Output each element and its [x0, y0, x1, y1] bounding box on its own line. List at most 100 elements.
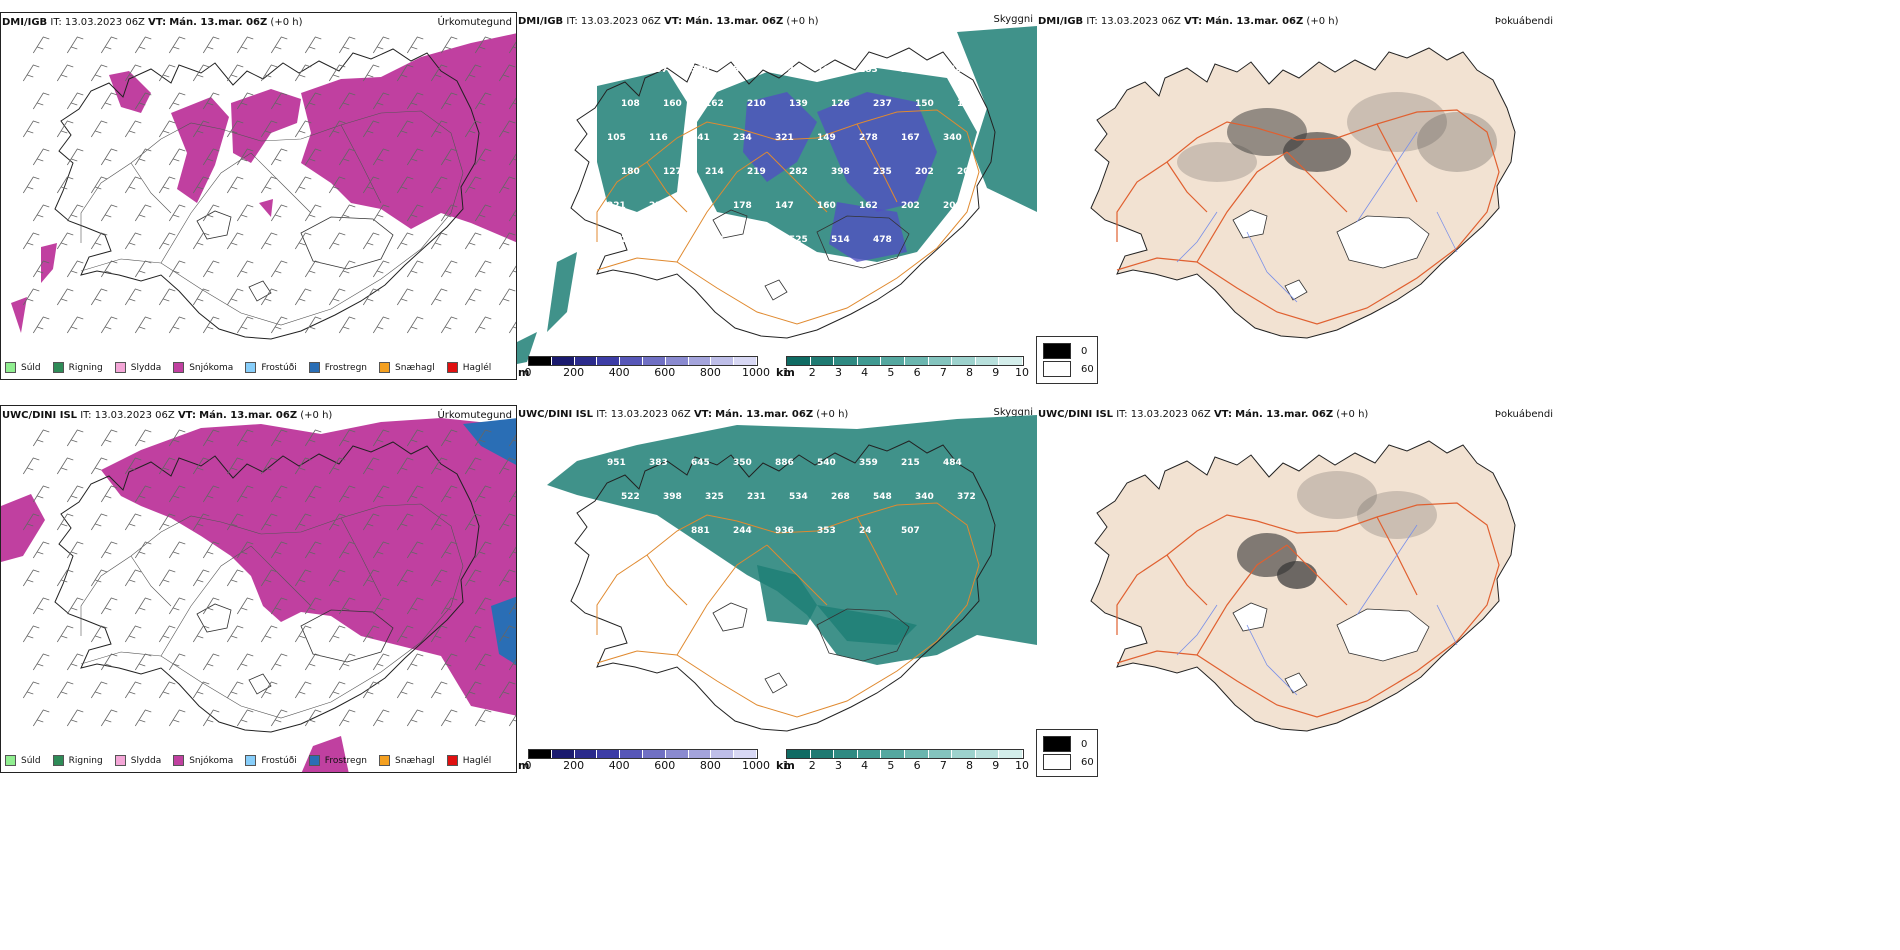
wind-barb — [328, 120, 346, 138]
wind-barb — [294, 569, 312, 587]
road — [766, 151, 828, 213]
coastline — [54, 48, 480, 340]
height-colorbar-row2: m 0 200 400 600 800 1000 — [518, 749, 770, 772]
fog-legend-swatch — [1043, 361, 1071, 377]
fog-index-spot — [1177, 142, 1257, 182]
colorbar-tick-label: 1000 — [742, 759, 770, 772]
wind-barb — [32, 204, 50, 222]
wind-barb — [294, 64, 312, 82]
glacier-outline — [1232, 209, 1268, 239]
coastline — [1090, 47, 1516, 339]
ceiling-value-label: 372 — [957, 492, 976, 502]
colorbar-swatch — [734, 357, 757, 365]
glacier-outline — [1336, 215, 1430, 269]
wind-barb — [294, 176, 312, 194]
road — [160, 545, 252, 657]
legend-swatch — [173, 362, 185, 373]
river — [1436, 211, 1458, 253]
wind-barb — [202, 709, 220, 727]
wind-barb — [22, 513, 40, 531]
glacier-outline — [764, 672, 788, 694]
wind-barb — [202, 260, 220, 278]
freezing-rain-area — [463, 418, 516, 465]
wind-barb — [134, 316, 152, 334]
colorbar-unit: km — [776, 759, 795, 772]
legend-item: Snæhagl — [379, 362, 435, 373]
wind-barb — [56, 625, 74, 643]
wind-barb — [260, 513, 278, 531]
fog-index-spot — [1417, 112, 1497, 172]
ceiling-value-label: 129 — [663, 235, 682, 245]
wind-barb — [372, 653, 390, 671]
wind-barb — [474, 429, 492, 447]
wind-barb — [362, 625, 380, 643]
legend-item: Rigning — [52, 755, 103, 766]
legend-label: Rigning — [68, 362, 103, 373]
ptype-panel-row1: DMI/IGB IT: 13.03.2023 06Z VT: Mán. 13.m… — [0, 12, 517, 380]
fog-index-spot — [1277, 561, 1317, 589]
wind-barb — [22, 176, 40, 194]
wind-barb — [134, 148, 152, 166]
low-visibility-area — [757, 565, 817, 625]
river — [1356, 131, 1418, 223]
glacier-outline — [712, 209, 748, 239]
river — [1176, 211, 1218, 263]
wind-barb — [124, 569, 142, 587]
wind-barb — [406, 36, 424, 54]
wind-barb — [236, 204, 254, 222]
wind-barb — [32, 653, 50, 671]
wind-barb — [498, 64, 516, 82]
wind-barb — [100, 709, 118, 727]
wind-barb — [270, 204, 288, 222]
legend-item: Snæhagl — [379, 755, 435, 766]
fog-legend-swatch — [1043, 754, 1071, 770]
panel-title: Úrkomutegund — [437, 410, 512, 421]
wind-barb — [440, 148, 458, 166]
wind-barb — [362, 569, 380, 587]
wind-barb — [372, 541, 390, 559]
wind-barb — [236, 541, 254, 559]
wind-barb — [260, 288, 278, 306]
wind-barb — [508, 546, 516, 559]
river-network — [1176, 131, 1458, 303]
wind-barb — [508, 714, 516, 727]
ceiling-value-label: 215 — [901, 458, 920, 468]
colorbar-tick-label: 200 — [563, 759, 585, 772]
wind-barb — [498, 457, 516, 475]
wind-barb — [100, 36, 118, 54]
legend-swatch — [114, 755, 126, 766]
wind-barb — [22, 120, 40, 138]
wind-barb — [260, 681, 278, 699]
ceiling-value-label: 200 — [943, 201, 962, 211]
wind-barb — [236, 429, 254, 447]
wind-barb — [328, 569, 346, 587]
ceiling-value-label: 398 — [831, 167, 850, 177]
fog-panel-row1: DMI/IGB IT: 13.03.2023 06Z VT: Mán. 13.m… — [1037, 12, 1557, 380]
ceiling-value-label: 340 — [943, 133, 962, 143]
wind-barb — [396, 288, 414, 306]
wind-barb — [66, 485, 84, 503]
road — [250, 152, 312, 214]
wind-barb — [168, 316, 186, 334]
glacier-outline — [1232, 602, 1268, 632]
road — [676, 151, 768, 263]
wind-barb — [270, 92, 288, 110]
panel-header: DMI/IGB IT: 13.03.2023 06Z VT: Mán. 13.m… — [518, 16, 819, 27]
wind-barb — [236, 92, 254, 110]
wind-barb — [158, 64, 176, 82]
wind-barb — [304, 653, 322, 671]
wind-barb — [66, 204, 84, 222]
wind-barb — [192, 120, 210, 138]
legend-item: Frostregn — [308, 755, 367, 766]
wind-barb — [66, 709, 84, 727]
wind-barb — [168, 597, 186, 615]
wind-barb — [304, 36, 322, 54]
wind-barb — [338, 709, 356, 727]
wind-barb — [338, 429, 356, 447]
colorbar-swatch — [975, 357, 1000, 365]
colorbar-swatch — [711, 357, 735, 365]
fog-legend-item: 0 — [1043, 736, 1087, 752]
wind-barb — [236, 653, 254, 671]
wind-barb — [396, 625, 414, 643]
panel-header: UWC/DINI ISL IT: 13.03.2023 06Z VT: Mán.… — [518, 409, 849, 420]
